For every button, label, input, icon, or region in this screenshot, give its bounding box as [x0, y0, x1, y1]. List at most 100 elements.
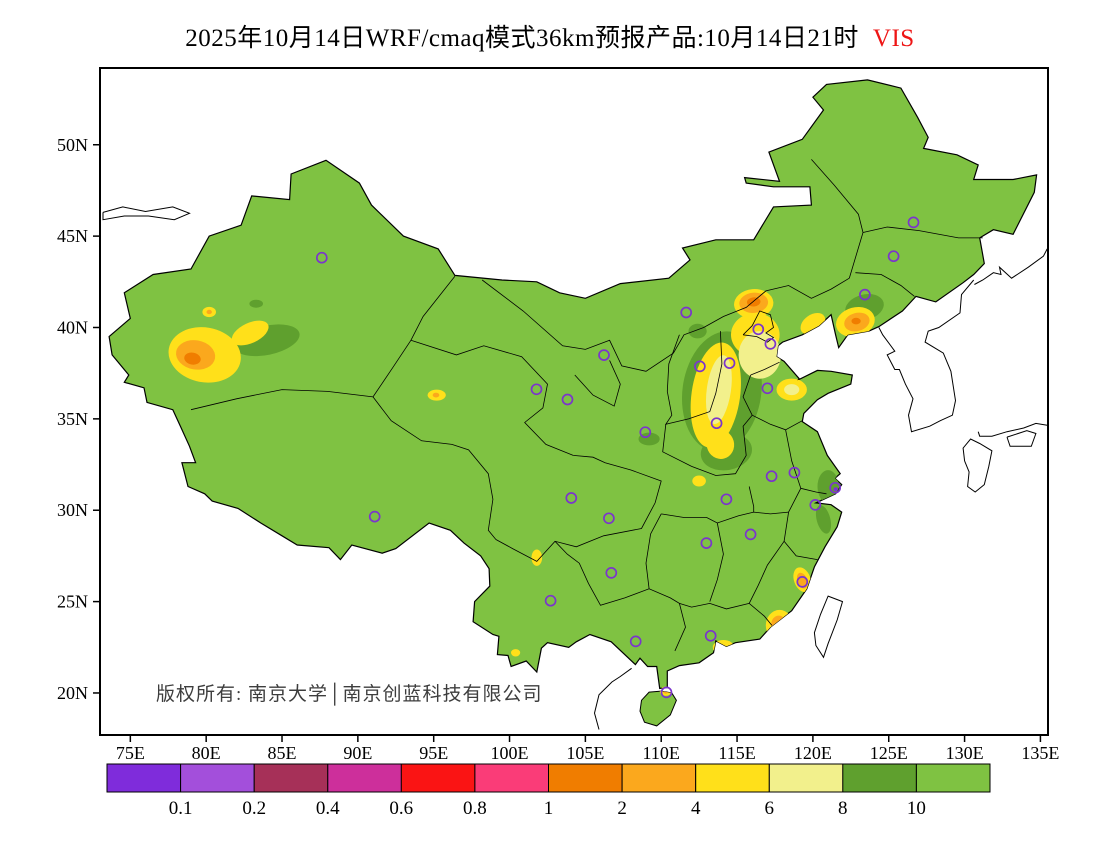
province-border	[645, 513, 662, 589]
lon-tick-label: 125E	[870, 743, 908, 763]
contour-patch-darkorange	[851, 317, 861, 325]
colorbar-label: 0.2	[242, 798, 266, 819]
province-border	[748, 541, 785, 626]
contour-patch-yellow	[706, 429, 735, 459]
province-border	[783, 512, 818, 560]
colorbar-label: 0.1	[169, 798, 193, 819]
foreign-coastline	[962, 438, 993, 493]
foreign-coastline	[977, 422, 1048, 437]
city-marker	[723, 357, 736, 369]
city-marker	[561, 393, 574, 406]
province-border	[750, 361, 780, 376]
foreign-coastline	[878, 279, 975, 433]
visibility-contour-field	[168, 289, 884, 696]
city-marker	[859, 288, 871, 301]
contour-patch-purple	[833, 487, 838, 492]
contour-patch-orange	[718, 644, 726, 651]
city-marker	[809, 499, 822, 511]
province-border	[811, 159, 864, 279]
contour-patch-darkorange	[184, 352, 201, 365]
colorbar-segment	[621, 763, 697, 793]
colorbar-label: 0.4	[316, 798, 340, 819]
copyright-text: 版权所有: 南京大学│南京创蓝科技有限公司	[156, 684, 543, 705]
lon-tick-label: 100E	[491, 743, 529, 763]
city-marker	[544, 594, 557, 607]
province-border	[748, 486, 755, 513]
city-marker	[700, 537, 713, 549]
colorbar-segment	[768, 763, 844, 793]
colorbar-segment	[253, 763, 329, 793]
lon-tick-label: 130E	[946, 743, 984, 763]
city-marker	[765, 470, 778, 483]
colorbar-label: 2	[617, 798, 627, 819]
city-marker	[744, 528, 757, 541]
lat-tick-label: 20N	[57, 683, 88, 703]
colorbar-label: 0.8	[463, 798, 487, 819]
lon-tick-label: 85E	[268, 743, 297, 763]
colorbar-label: 1	[544, 798, 554, 819]
colorbar-segment	[474, 763, 549, 793]
city-marker	[315, 251, 328, 264]
colorbar-segment	[695, 763, 770, 793]
colorbar-segment	[180, 763, 255, 793]
contour-patch-orange	[432, 392, 440, 398]
city-marker	[764, 338, 777, 350]
contour-patch-yellow	[510, 649, 521, 657]
foreign-coastline	[1006, 430, 1037, 447]
province-border	[664, 331, 723, 425]
province-border	[662, 374, 753, 476]
lon-tick-label: 80E	[192, 743, 221, 763]
province-border	[495, 455, 662, 562]
city-marker	[598, 349, 610, 361]
taiwan-island	[813, 595, 844, 659]
lon-tick-label: 75E	[116, 743, 145, 763]
contour-patch-orange	[796, 572, 808, 589]
city-marker	[788, 466, 801, 479]
colorbar-segment	[106, 763, 182, 793]
contour-patch-darkgreen	[815, 505, 832, 534]
city-marker	[796, 576, 809, 588]
colorbar-label: 8	[838, 798, 848, 819]
lat-tick-label: 25N	[57, 592, 88, 612]
colorbar-label: 6	[765, 798, 775, 819]
page-title: 2025年10月14日WRF/cmaq模式36km预报产品:10月14日21时 V…	[0, 18, 1100, 54]
colorbar-segment	[915, 763, 991, 793]
city-marker	[660, 686, 673, 699]
colorbar-label: 10	[907, 798, 926, 819]
foreign-coastline	[593, 667, 632, 730]
lon-tick-label: 95E	[419, 743, 448, 763]
lat-tick-label: 40N	[57, 317, 88, 337]
lon-tick-label: 110E	[643, 743, 680, 763]
contour-patch-yellow	[415, 536, 431, 547]
lat-tick-label: 50N	[57, 135, 88, 155]
city-marker	[694, 360, 706, 373]
lon-tick-label: 90E	[343, 743, 372, 763]
colorbar-label: 0.6	[389, 798, 413, 819]
contour-patch-yellow	[231, 320, 269, 346]
contour-patch-orange	[206, 309, 212, 315]
province-border	[709, 522, 724, 602]
city-marker	[761, 382, 774, 395]
city-marker	[629, 635, 642, 648]
contour-patch-orange	[771, 615, 787, 634]
contour-patch-orange	[419, 539, 425, 544]
province-border	[862, 226, 983, 239]
province-border	[574, 360, 621, 407]
colorbar-segment	[327, 763, 402, 793]
city-marker	[680, 306, 693, 319]
contour-patch-darkgreen	[249, 299, 263, 308]
city-marker	[907, 216, 920, 229]
city-marker	[887, 250, 900, 263]
province-border	[800, 487, 827, 495]
lon-tick-label: 120E	[794, 743, 832, 763]
province-border	[481, 277, 850, 372]
hainan-island	[639, 690, 677, 727]
lon-tick-label: 135E	[1021, 743, 1059, 763]
province-border	[742, 310, 775, 343]
colorbar-label: 4	[691, 798, 701, 819]
lat-tick-label: 45N	[57, 226, 88, 246]
china-landmass	[108, 79, 1038, 690]
province-border	[855, 272, 915, 297]
